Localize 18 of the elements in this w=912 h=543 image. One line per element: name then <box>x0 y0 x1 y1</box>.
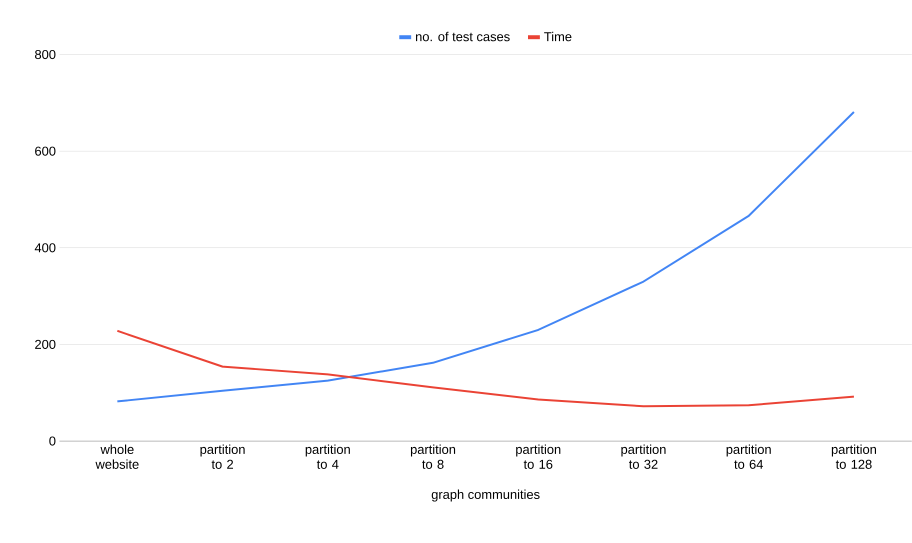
x-tick-label: partition to 32 <box>621 444 666 469</box>
x-tick-label: partition to 128 <box>832 444 876 469</box>
x-tick-label: partition to 8 <box>410 444 456 469</box>
y-tick-label: 0 <box>49 436 56 446</box>
legend-label: Time <box>544 32 572 42</box>
x-axis-title: graph communities <box>432 489 540 502</box>
legend-label: no. of test cases <box>416 32 510 42</box>
y-tick-label: 200 <box>35 340 56 349</box>
y-tick-label: 800 <box>35 50 56 60</box>
line-series <box>116 330 855 408</box>
x-tick-label: whole website <box>95 444 139 469</box>
x-tick-label: partition to 4 <box>306 444 350 469</box>
y-tick-label: 400 <box>34 243 56 252</box>
line-series <box>116 110 855 402</box>
x-tick-label: partition to 64 <box>726 444 771 469</box>
x-tick-label: partition to 2 <box>200 444 245 469</box>
x-tick-label: partition to 16 <box>516 444 560 469</box>
y-tick-label: 600 <box>35 146 56 156</box>
